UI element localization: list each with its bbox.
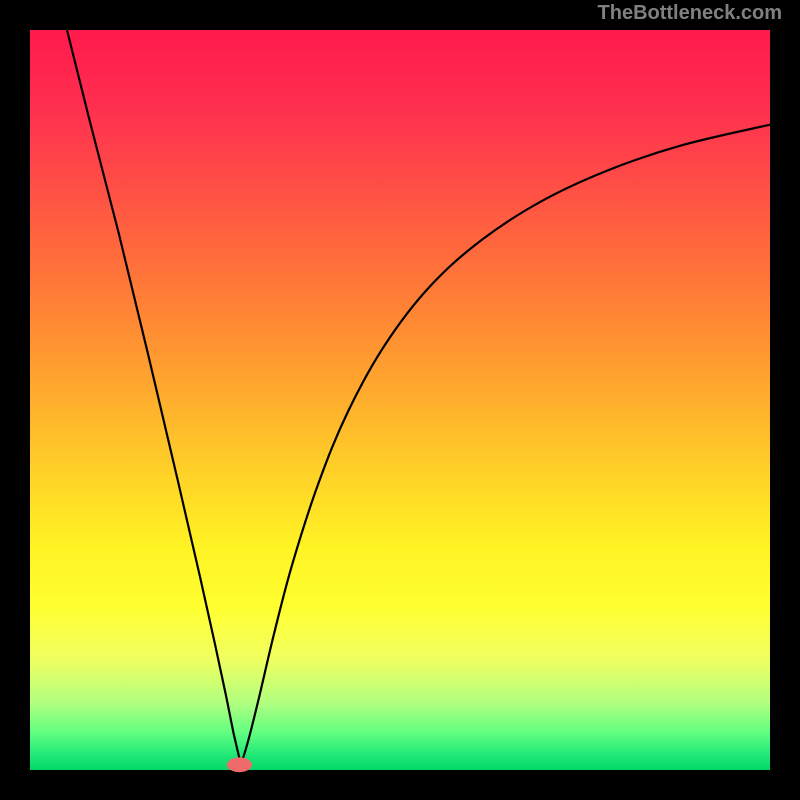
- plot-background-gradient: [30, 30, 770, 770]
- watermark-text: TheBottleneck.com: [598, 2, 782, 25]
- optimal-point-marker: [227, 757, 252, 772]
- bottleneck-chart: [0, 0, 800, 800]
- chart-container: TheBottleneck.com: [0, 0, 800, 800]
